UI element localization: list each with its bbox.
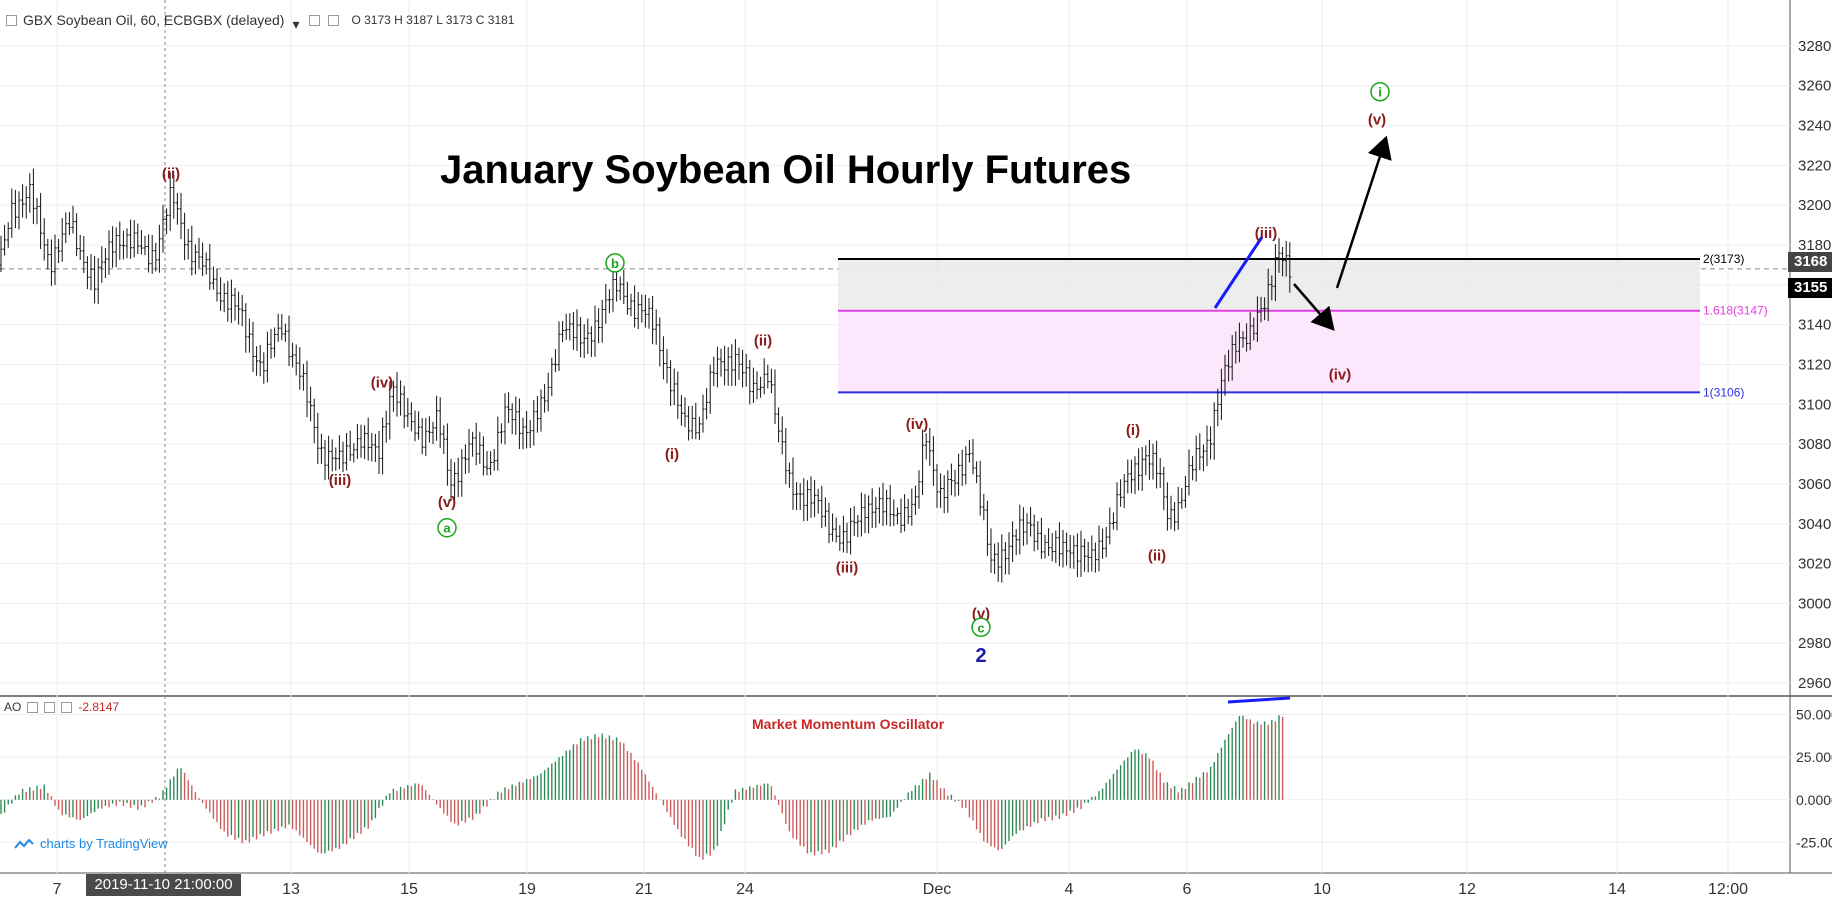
wave-label: a [443, 521, 451, 536]
wave-label: (iii) [836, 560, 859, 577]
fib-level-label: 2(3173) [1703, 252, 1744, 266]
chart-title: January Soybean Oil Hourly Futures [440, 148, 1132, 192]
collapse-icon[interactable] [6, 14, 17, 26]
osc-tick-label: 25.0000 [1796, 749, 1832, 765]
wave-label: (iii) [329, 472, 352, 489]
time-tick-label: 6 [1183, 881, 1192, 898]
wave-label: (i) [1126, 422, 1140, 439]
symbol-label[interactable]: GBX Soybean Oil, 60, ECBGBX (delayed) [23, 12, 285, 28]
last-price-tag: 3168 [1788, 252, 1832, 272]
fib-level-label: 1.618(3147) [1703, 304, 1768, 318]
oscillator-value: -2.8147 [78, 700, 120, 714]
fib-zone-lower [838, 310, 1700, 393]
wave-label: (v) [438, 494, 456, 511]
price-tick-label: 3180 [1798, 237, 1831, 254]
close-icon[interactable] [61, 701, 73, 713]
axes: 3280326032403220320031803160314031203100… [53, 38, 1832, 898]
branding-label: charts by TradingView [40, 836, 168, 851]
price-tick-label: 3220 [1798, 157, 1831, 174]
time-tick-label: 14 [1608, 881, 1626, 898]
time-tick-label: 12:00 [1708, 881, 1748, 898]
time-tick-label: 13 [282, 881, 300, 898]
price-tick-label: 3140 [1798, 317, 1831, 334]
ohlc-readout: O 3173 H 3187 L 3173 C 3181 [351, 13, 515, 27]
fib-level-label: 1(3106) [1703, 385, 1744, 399]
time-tick-label: 10 [1313, 881, 1331, 898]
time-tick-label: 4 [1065, 881, 1074, 898]
time-tick-label: 7 [53, 881, 62, 898]
chart-header: GBX Soybean Oil, 60, ECBGBX (delayed) ▾ … [4, 12, 515, 32]
trend-line-blue [1213, 236, 1264, 309]
price-tick-label: 2960 [1798, 675, 1831, 692]
oscillator-title: Market Momentum Oscillator [752, 716, 945, 732]
wave-label: (iv) [906, 416, 929, 433]
arrow-up [1335, 135, 1392, 289]
wave-label: (ii) [754, 333, 772, 350]
price-tick-label: 3100 [1798, 396, 1831, 413]
price-tick-label: 3120 [1798, 356, 1831, 373]
oscillator-name[interactable]: AO [4, 700, 22, 714]
osc-tick-label: 50.0000 [1796, 707, 1832, 723]
wave-label: (v) [972, 605, 990, 622]
fib-extension: 2(3173) 1.618(3147) 1(3106) [838, 252, 1768, 399]
settings-icon[interactable] [328, 14, 340, 26]
time-tick-label: 21 [635, 881, 653, 898]
divergence-line [1227, 696, 1291, 704]
arrow-down [1293, 283, 1335, 331]
time-tick-label: 19 [518, 881, 536, 898]
price-tick-label: 3260 [1798, 78, 1831, 95]
osc-tick-label: -25.0000 [1796, 834, 1832, 850]
price-tick-label: 3000 [1798, 595, 1831, 612]
wave-label: (v) [1368, 112, 1386, 129]
price-tick-label: 2980 [1798, 635, 1831, 652]
eye-icon[interactable] [309, 14, 321, 26]
wave-label: c [977, 620, 984, 635]
wave-label: (ii) [162, 165, 180, 182]
eye-icon[interactable] [27, 701, 39, 713]
price-tick-label: 3280 [1798, 38, 1831, 55]
settings-icon[interactable] [44, 701, 56, 713]
tradingview-branding[interactable]: charts by TradingView [14, 836, 168, 851]
price-bars [0, 168, 1292, 583]
oscillator-histogram [0, 715, 1284, 860]
wave-label: b [611, 256, 619, 271]
wave-label-circle [605, 253, 625, 273]
wave-label-circle [971, 617, 991, 638]
wave-labels: (ii)(iv)(iii)(v)ab(ii)(i)(iv)(iii)(v)c2(… [162, 81, 1390, 667]
time-tick-label: 12 [1458, 881, 1476, 898]
price-tick-label: 3060 [1798, 476, 1831, 493]
wave-label-circle [437, 517, 457, 538]
wave-label: (iii) [1255, 225, 1278, 242]
wave-label: (i) [665, 446, 679, 463]
wave-label: i [1378, 85, 1382, 100]
price-tick-label: 3200 [1798, 197, 1831, 214]
wave-label: (iv) [371, 374, 394, 391]
crosshair-date-label: 2019-11-10 21:00:00 [86, 874, 241, 896]
wave-label-circle [1370, 81, 1390, 102]
price-tick-label: 3080 [1798, 436, 1831, 453]
price-tick-label: 3040 [1798, 516, 1831, 533]
price-tick-label: 3240 [1798, 118, 1831, 135]
price-tick-label: 3020 [1798, 556, 1831, 573]
oscillator-header: AO -2.8147 [4, 700, 119, 714]
time-tick-label: 24 [736, 881, 754, 898]
time-tick-label: 15 [400, 881, 418, 898]
osc-tick-label: 0.0000 [1796, 792, 1832, 808]
chevron-down-icon[interactable]: ▾ [292, 15, 300, 32]
wave-label: (iv) [1329, 366, 1352, 383]
current-price-tag: 3155 [1788, 278, 1832, 298]
time-tick-label: Dec [923, 881, 951, 898]
drawings [1213, 135, 1392, 704]
tradingview-logo-icon [14, 838, 34, 849]
wave-label: 2 [975, 645, 986, 667]
wave-label: (ii) [1148, 548, 1166, 565]
